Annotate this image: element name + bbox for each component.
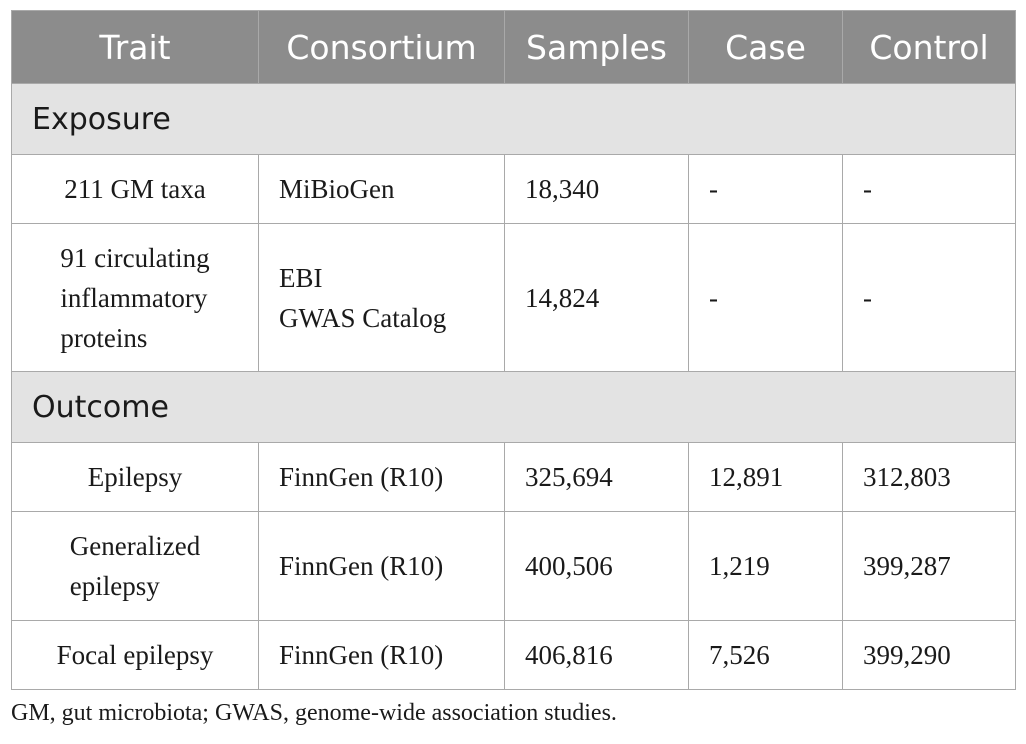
consortium-cell: FinnGen (R10)	[258, 620, 505, 690]
header-samples: Samples	[504, 10, 689, 84]
samples-cell: 325,694	[504, 442, 689, 512]
control-cell: -	[842, 223, 1016, 372]
header-trait: Trait	[11, 10, 259, 84]
trait-text: 211 GM taxa	[64, 174, 206, 204]
trait-text: 91 circulating inflammatory proteins	[60, 242, 210, 353]
case-cell: -	[688, 223, 843, 372]
case-cell: 12,891	[688, 442, 843, 512]
samples-cell: 400,506	[504, 511, 689, 621]
trait-cell: Focal epilepsy	[11, 620, 259, 690]
header-row: Trait Consortium Samples Case Control	[11, 10, 1016, 84]
table-row: 91 circulating inflammatory proteins EBI…	[11, 223, 1016, 372]
control-cell: -	[842, 154, 1016, 224]
section-row-exposure: Exposure	[11, 83, 1016, 155]
case-cell: 7,526	[688, 620, 843, 690]
header-consortium: Consortium	[258, 10, 505, 84]
consortium-cell: MiBioGen	[258, 154, 505, 224]
table-row: 211 GM taxa MiBioGen 18,340 - -	[11, 154, 1016, 224]
section-row-outcome: Outcome	[11, 371, 1016, 443]
consortium-cell: FinnGen (R10)	[258, 442, 505, 512]
case-cell: -	[688, 154, 843, 224]
trait-text: Focal epilepsy	[56, 640, 214, 670]
trait-cell: Generalized epilepsy	[11, 511, 259, 621]
samples-cell: 14,824	[504, 223, 689, 372]
table-footnote: GM, gut microbiota; GWAS, genome-wide as…	[11, 700, 617, 726]
case-cell: 1,219	[688, 511, 843, 621]
trait-cell: 211 GM taxa	[11, 154, 259, 224]
control-cell: 399,287	[842, 511, 1016, 621]
section-label: Outcome	[11, 371, 1016, 443]
samples-cell: 18,340	[504, 154, 689, 224]
consortium-cell: FinnGen (R10)	[258, 511, 505, 621]
trait-cell: Epilepsy	[11, 442, 259, 512]
trait-cell: 91 circulating inflammatory proteins	[11, 223, 259, 372]
header-control: Control	[842, 10, 1016, 84]
consortium-cell: EBI GWAS Catalog	[258, 223, 505, 372]
header-case: Case	[688, 10, 843, 84]
table-row: Epilepsy FinnGen (R10) 325,694 12,891 31…	[11, 442, 1016, 512]
trait-text: Generalized epilepsy	[69, 531, 201, 601]
trait-text: Epilepsy	[87, 462, 183, 492]
control-cell: 399,290	[842, 620, 1016, 690]
section-label: Exposure	[11, 83, 1016, 155]
data-table: Trait Consortium Samples Case Control Ex…	[11, 10, 1016, 690]
samples-cell: 406,816	[504, 620, 689, 690]
table-row: Focal epilepsy FinnGen (R10) 406,816 7,5…	[11, 620, 1016, 690]
table-row: Generalized epilepsy FinnGen (R10) 400,5…	[11, 511, 1016, 621]
control-cell: 312,803	[842, 442, 1016, 512]
